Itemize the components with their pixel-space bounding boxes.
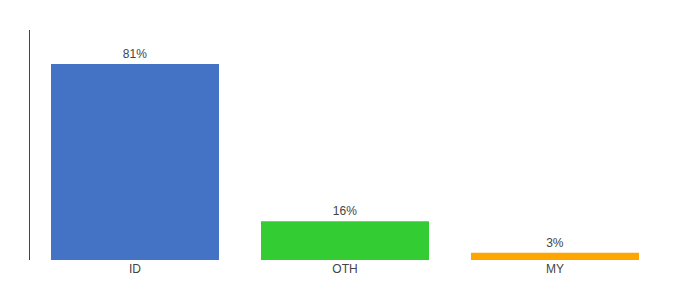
svg-text:16%: 16% <box>333 204 357 218</box>
svg-text:81%: 81% <box>123 47 147 61</box>
svg-text:OTH: OTH <box>332 262 357 276</box>
svg-text:ID: ID <box>129 262 141 276</box>
svg-text:3%: 3% <box>546 236 564 250</box>
svg-text:MY: MY <box>546 262 564 276</box>
